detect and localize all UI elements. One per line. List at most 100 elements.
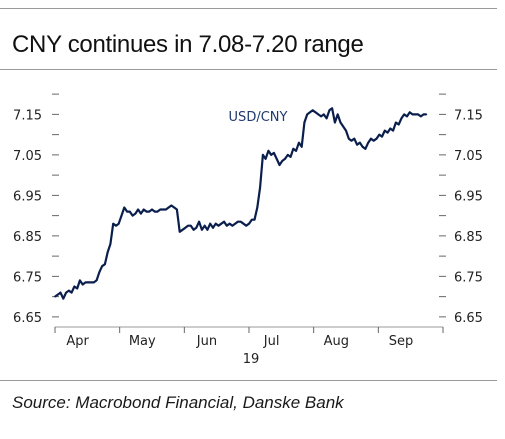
data-point — [220, 222, 223, 225]
data-point — [151, 208, 153, 211]
data-point — [256, 206, 259, 209]
data-point — [375, 137, 378, 140]
data-point — [137, 208, 139, 211]
data-point — [184, 227, 187, 229]
data-point — [359, 141, 361, 144]
data-point — [425, 113, 428, 116]
data-point — [101, 265, 103, 268]
data-point — [70, 291, 73, 294]
data-point — [112, 222, 114, 225]
data-point — [320, 115, 322, 118]
data-point — [176, 208, 178, 211]
data-point — [170, 204, 173, 207]
data-point — [140, 212, 142, 215]
data-point — [298, 141, 300, 144]
data-point — [178, 231, 181, 233]
data-point — [403, 113, 406, 116]
data-point — [131, 214, 134, 217]
data-point — [417, 113, 419, 116]
y-tick-label-left: 6.95 — [13, 189, 42, 204]
x-tick-label: Aug — [324, 334, 349, 349]
data-point — [65, 291, 67, 294]
source-note: Source: Macrobond Financial, Danske Bank — [12, 393, 344, 412]
data-point — [275, 158, 278, 160]
data-point — [367, 141, 370, 144]
data-point — [361, 146, 364, 148]
data-point — [195, 227, 198, 229]
data-point — [54, 295, 56, 298]
data-point — [370, 137, 372, 140]
data-point — [342, 125, 345, 128]
source-rule — [0, 380, 497, 381]
y-tick-label-right: 6.65 — [454, 311, 483, 326]
data-point — [117, 222, 120, 225]
data-point — [109, 243, 112, 245]
data-point — [98, 271, 101, 274]
data-point — [392, 129, 394, 132]
data-point — [181, 229, 184, 231]
data-point — [192, 229, 195, 231]
x-tick-label: Jun — [196, 334, 217, 349]
data-point — [226, 224, 228, 227]
data-point — [259, 186, 261, 189]
series-label: USD/CNY — [229, 110, 288, 125]
x-tick-label: May — [129, 334, 156, 349]
data-point — [95, 279, 98, 282]
y-tick-label-right: 6.95 — [454, 189, 483, 204]
data-point — [223, 220, 225, 223]
data-point — [287, 154, 289, 156]
data-point — [156, 210, 159, 213]
y-tick-label-right: 7.15 — [454, 108, 483, 123]
data-point — [251, 218, 253, 221]
data-point — [126, 210, 128, 213]
data-point — [356, 143, 358, 146]
data-point — [278, 164, 281, 166]
data-point — [267, 150, 270, 152]
data-point — [198, 220, 200, 223]
data-point — [350, 139, 353, 142]
data-point — [245, 224, 247, 227]
data-point — [395, 121, 397, 124]
data-point — [253, 218, 256, 221]
data-point — [201, 229, 203, 231]
data-points — [54, 107, 428, 300]
data-point — [411, 113, 414, 116]
data-point — [400, 117, 403, 120]
data-point — [262, 154, 264, 156]
data-point — [231, 224, 234, 227]
data-point — [414, 113, 417, 116]
data-point — [353, 137, 356, 140]
data-point — [123, 206, 126, 209]
data-point — [84, 281, 87, 284]
data-point — [173, 206, 175, 209]
data-point — [159, 208, 162, 211]
data-point — [309, 111, 311, 114]
data-point — [57, 293, 59, 296]
data-point — [87, 281, 90, 284]
data-point — [239, 220, 242, 223]
x-tick-label: Jul — [263, 334, 280, 349]
x-tick-label: Apr — [66, 334, 89, 349]
data-point — [334, 121, 336, 124]
data-point — [422, 113, 425, 116]
data-point — [331, 107, 333, 110]
y-tick-label-left: 7.15 — [13, 108, 42, 123]
data-point — [270, 154, 273, 156]
line-chart: 6.65 6.65 6.75 6.75 6.85 6.85 6.95 6.95 7.05 7.05… — [13, 93, 483, 367]
data-point — [336, 113, 339, 116]
data-point — [145, 210, 148, 213]
y-tick-label-left: 7.05 — [13, 149, 42, 164]
data-point — [154, 210, 156, 213]
data-point — [381, 135, 383, 138]
data-point — [142, 208, 145, 211]
data-point — [300, 146, 303, 148]
data-point — [68, 289, 70, 292]
data-point — [73, 285, 76, 288]
data-point — [214, 222, 217, 225]
y-tick-label-left: 6.85 — [13, 230, 42, 245]
data-point — [115, 224, 117, 227]
data-point — [303, 121, 306, 124]
data-point — [372, 139, 375, 142]
data-point — [234, 222, 236, 225]
